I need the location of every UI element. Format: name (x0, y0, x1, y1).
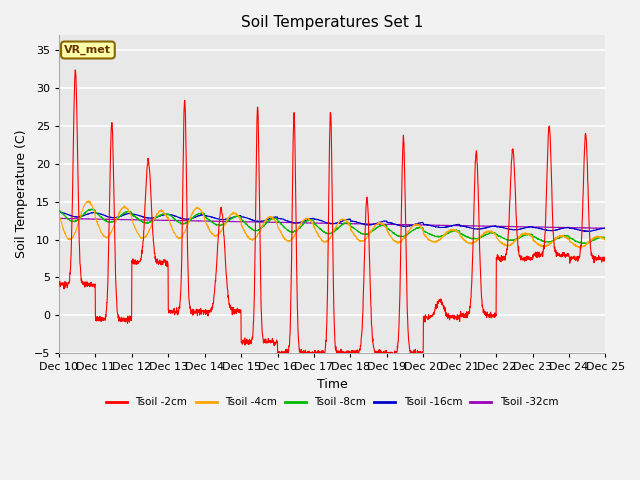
Y-axis label: Soil Temperature (C): Soil Temperature (C) (15, 130, 28, 258)
Title: Soil Temperatures Set 1: Soil Temperatures Set 1 (241, 15, 424, 30)
X-axis label: Time: Time (317, 378, 348, 391)
Text: VR_met: VR_met (65, 45, 111, 55)
Legend: Tsoil -2cm, Tsoil -4cm, Tsoil -8cm, Tsoil -16cm, Tsoil -32cm: Tsoil -2cm, Tsoil -4cm, Tsoil -8cm, Tsoi… (102, 393, 563, 411)
